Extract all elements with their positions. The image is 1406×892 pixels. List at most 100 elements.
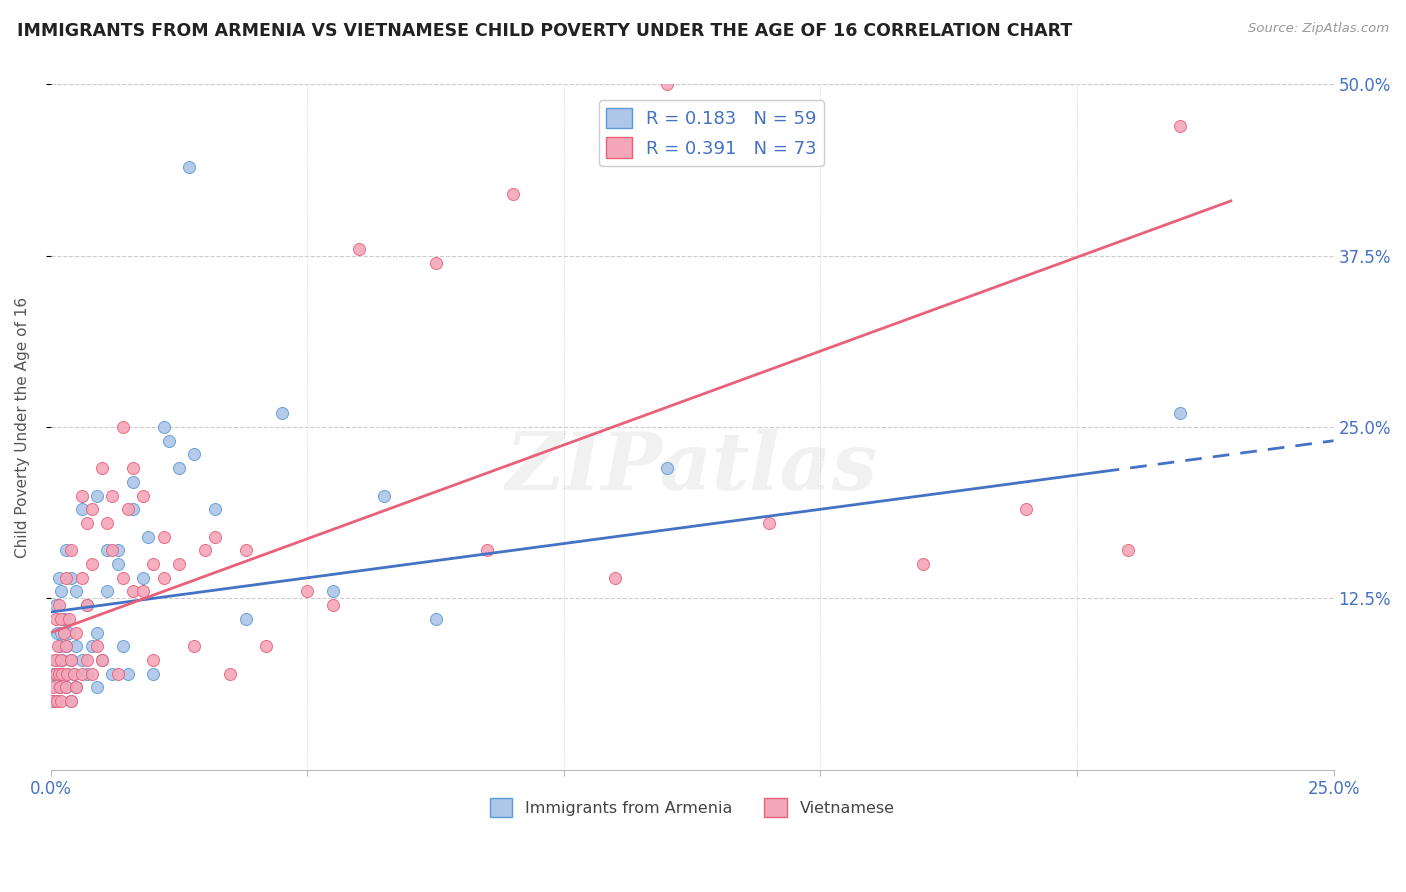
Point: [912, 557, 935, 571]
Point: [655, 461, 678, 475]
Point: [51, 653, 73, 667]
Point: [48, 571, 70, 585]
Point: [46, 640, 69, 654]
Point: [70, 502, 93, 516]
Point: [45, 653, 67, 667]
Point: [1168, 406, 1191, 420]
Point: [55, 571, 77, 585]
Point: [122, 475, 145, 489]
Point: [204, 530, 226, 544]
Point: [49, 694, 72, 708]
Point: [111, 640, 134, 654]
Point: [55, 543, 77, 558]
Point: [111, 571, 134, 585]
Point: [132, 489, 155, 503]
Point: [46, 694, 69, 708]
Point: [1014, 502, 1036, 516]
Point: [117, 502, 139, 516]
Point: [48, 681, 70, 695]
Point: [270, 406, 292, 420]
Point: [96, 543, 118, 558]
Point: [101, 543, 124, 558]
Point: [152, 571, 174, 585]
Point: [76, 516, 98, 530]
Point: [45, 612, 67, 626]
Point: [55, 640, 77, 654]
Point: [76, 666, 98, 681]
Text: IMMIGRANTS FROM ARMENIA VS VIETNAMESE CHILD POVERTY UNDER THE AGE OF 16 CORRELAT: IMMIGRANTS FROM ARMENIA VS VIETNAMESE CH…: [17, 22, 1073, 40]
Point: [63, 666, 86, 681]
Point: [55, 640, 77, 654]
Point: [91, 461, 114, 475]
Point: [49, 612, 72, 626]
Point: [111, 420, 134, 434]
Point: [322, 598, 344, 612]
Point: [60, 694, 83, 708]
Point: [49, 640, 72, 654]
Point: [48, 666, 70, 681]
Point: [136, 530, 159, 544]
Point: [86, 489, 108, 503]
Point: [1116, 543, 1139, 558]
Text: Source: ZipAtlas.com: Source: ZipAtlas.com: [1249, 22, 1389, 36]
Point: [122, 584, 145, 599]
Point: [96, 516, 118, 530]
Point: [183, 447, 205, 461]
Point: [55, 681, 77, 695]
Point: [49, 666, 72, 681]
Point: [56, 666, 79, 681]
Legend: Immigrants from Armenia, Vietnamese: Immigrants from Armenia, Vietnamese: [484, 792, 901, 823]
Point: [60, 694, 83, 708]
Point: [58, 612, 80, 626]
Point: [45, 666, 67, 681]
Point: [107, 557, 129, 571]
Point: [502, 187, 524, 202]
Point: [373, 489, 395, 503]
Point: [157, 434, 180, 448]
Point: [80, 666, 103, 681]
Point: [142, 653, 165, 667]
Point: [132, 584, 155, 599]
Point: [107, 666, 129, 681]
Point: [322, 584, 344, 599]
Point: [76, 598, 98, 612]
Point: [235, 543, 257, 558]
Point: [45, 598, 67, 612]
Point: [297, 584, 319, 599]
Point: [605, 571, 627, 585]
Y-axis label: Child Poverty Under the Age of 16: Child Poverty Under the Age of 16: [15, 296, 30, 558]
Point: [132, 571, 155, 585]
Point: [758, 516, 780, 530]
Point: [63, 666, 86, 681]
Point: [52, 625, 75, 640]
Point: [91, 653, 114, 667]
Point: [254, 640, 277, 654]
Point: [56, 666, 79, 681]
Point: [101, 666, 124, 681]
Point: [70, 571, 93, 585]
Point: [152, 420, 174, 434]
Point: [60, 543, 83, 558]
Point: [167, 461, 190, 475]
Point: [42, 666, 65, 681]
Point: [347, 242, 370, 256]
Point: [1168, 119, 1191, 133]
Point: [194, 543, 217, 558]
Point: [80, 502, 103, 516]
Point: [65, 584, 87, 599]
Point: [96, 584, 118, 599]
Point: [58, 625, 80, 640]
Point: [86, 640, 108, 654]
Point: [41, 694, 63, 708]
Point: [219, 666, 242, 681]
Point: [65, 640, 87, 654]
Point: [152, 530, 174, 544]
Point: [101, 489, 124, 503]
Point: [52, 612, 75, 626]
Point: [49, 653, 72, 667]
Point: [204, 502, 226, 516]
Point: [60, 571, 83, 585]
Point: [475, 543, 498, 558]
Point: [142, 666, 165, 681]
Point: [60, 653, 83, 667]
